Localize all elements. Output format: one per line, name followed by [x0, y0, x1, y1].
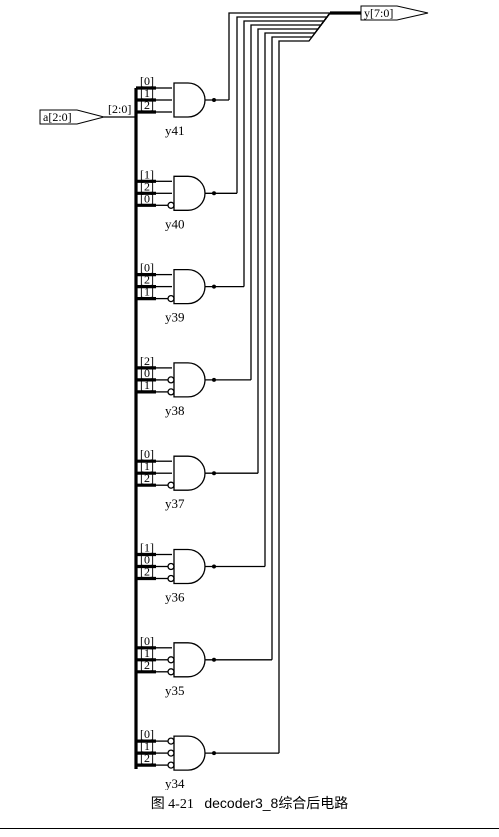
bit-label: [2]	[140, 751, 154, 765]
and-gate-y38: [2][0][1]y38	[136, 12, 331, 418]
output-route	[264, 12, 331, 567]
decoder-schematic: a[2:0] [2:0] y[7:0] [0][1][2]y41[1][2][0…	[39, 5, 429, 790]
output-route	[278, 12, 331, 754]
bit-label: [0]	[140, 553, 154, 567]
junction-dot	[212, 98, 216, 102]
and-gate-body	[173, 362, 206, 398]
junction-dot	[212, 564, 216, 569]
bit-label: [1]	[140, 86, 154, 100]
bit-label: [1]	[140, 285, 154, 299]
inverter-bubble	[167, 656, 175, 664]
inverter-bubble	[167, 761, 175, 769]
input-port: a[2:0]	[39, 109, 106, 125]
bit-label: [2]	[140, 658, 154, 672]
bit-label: [1]	[140, 646, 154, 660]
output-route	[250, 12, 331, 380]
gate-name: y36	[165, 590, 185, 605]
gate-name: y39	[165, 310, 185, 325]
figure-caption: 图 4-21 decoder3_8综合后电路	[0, 793, 499, 813]
bottom-rule	[0, 828, 499, 829]
bit-label: [0]	[140, 447, 154, 461]
bit-label: [2]	[140, 273, 154, 287]
gate-name: y38	[165, 403, 185, 418]
and-gate-body	[173, 735, 206, 771]
inverter-bubble	[167, 749, 175, 757]
output-route	[243, 12, 331, 287]
bit-label: [2]	[140, 354, 154, 368]
bit-label: [2]	[140, 179, 154, 193]
inverter-bubble	[167, 201, 175, 209]
bit-label: [2]	[140, 565, 154, 579]
caption-suffix: 综合后电路	[278, 797, 349, 812]
inverter-bubble	[167, 376, 175, 384]
and-gate-body	[173, 548, 206, 585]
and-gate-y40: [1][2][0]y40	[136, 12, 331, 231]
inverter-bubble	[167, 388, 175, 396]
bit-label: [0]	[140, 727, 154, 741]
output-route	[271, 12, 331, 660]
and-gate-y34: [0][1][2]y34	[136, 12, 331, 790]
bit-label: [2]	[140, 98, 154, 112]
junction-dot	[212, 377, 216, 382]
bit-label: [0]	[140, 261, 154, 275]
gates-layer: [0][1][2]y41[1][2][0]y40[0][2][1]y39[2][…	[136, 12, 331, 790]
junction-dot	[212, 284, 216, 289]
gate-name: y37	[165, 496, 185, 511]
gate-name: y41	[165, 123, 185, 138]
caption-prefix: 图 4-21	[150, 797, 194, 812]
bit-label: [0]	[140, 366, 154, 380]
inverter-bubble	[167, 294, 175, 303]
caption-code: decoder3_8	[204, 795, 279, 811]
junction-dot	[212, 751, 216, 756]
output-route	[228, 12, 330, 100]
inverter-bubble	[167, 737, 175, 745]
junction-dot	[212, 471, 216, 476]
gate-name: y35	[165, 683, 185, 698]
inverter-bubble	[167, 481, 175, 489]
gate-name: y40	[165, 216, 185, 231]
output-port: y[7:0]	[360, 5, 429, 21]
bit-label: [0]	[140, 74, 154, 88]
and-gate-body	[173, 82, 206, 118]
inverter-bubble	[167, 668, 175, 676]
junction-dot	[212, 191, 216, 196]
and-gate-body	[173, 642, 206, 678]
gate-name: y34	[165, 776, 185, 790]
input-port-label: a[2:0]	[43, 110, 72, 124]
bit-label: [0]	[140, 191, 154, 205]
and-gate-body	[173, 175, 206, 211]
bit-label: [1]	[140, 541, 154, 555]
and-gate-y39: [0][2][1]y39	[136, 12, 331, 325]
inverter-bubble	[167, 574, 175, 583]
input-bus-label: [2:0]	[108, 102, 131, 116]
and-gate-body	[173, 455, 206, 491]
bit-label: [1]	[140, 739, 154, 753]
bit-label: [2]	[140, 471, 154, 485]
bit-label: [0]	[140, 634, 154, 648]
bit-label: [1]	[140, 459, 154, 473]
and-gate-y41: [0][1][2] y41	[136, 12, 330, 138]
inverter-bubble	[167, 562, 175, 571]
bit-label: [1]	[140, 167, 154, 181]
junction-dot	[212, 657, 216, 662]
and-gate-body	[173, 268, 206, 305]
bit-label: [1]	[140, 378, 154, 392]
output-route	[257, 12, 331, 474]
output-port-label: y[7:0]	[364, 6, 393, 20]
